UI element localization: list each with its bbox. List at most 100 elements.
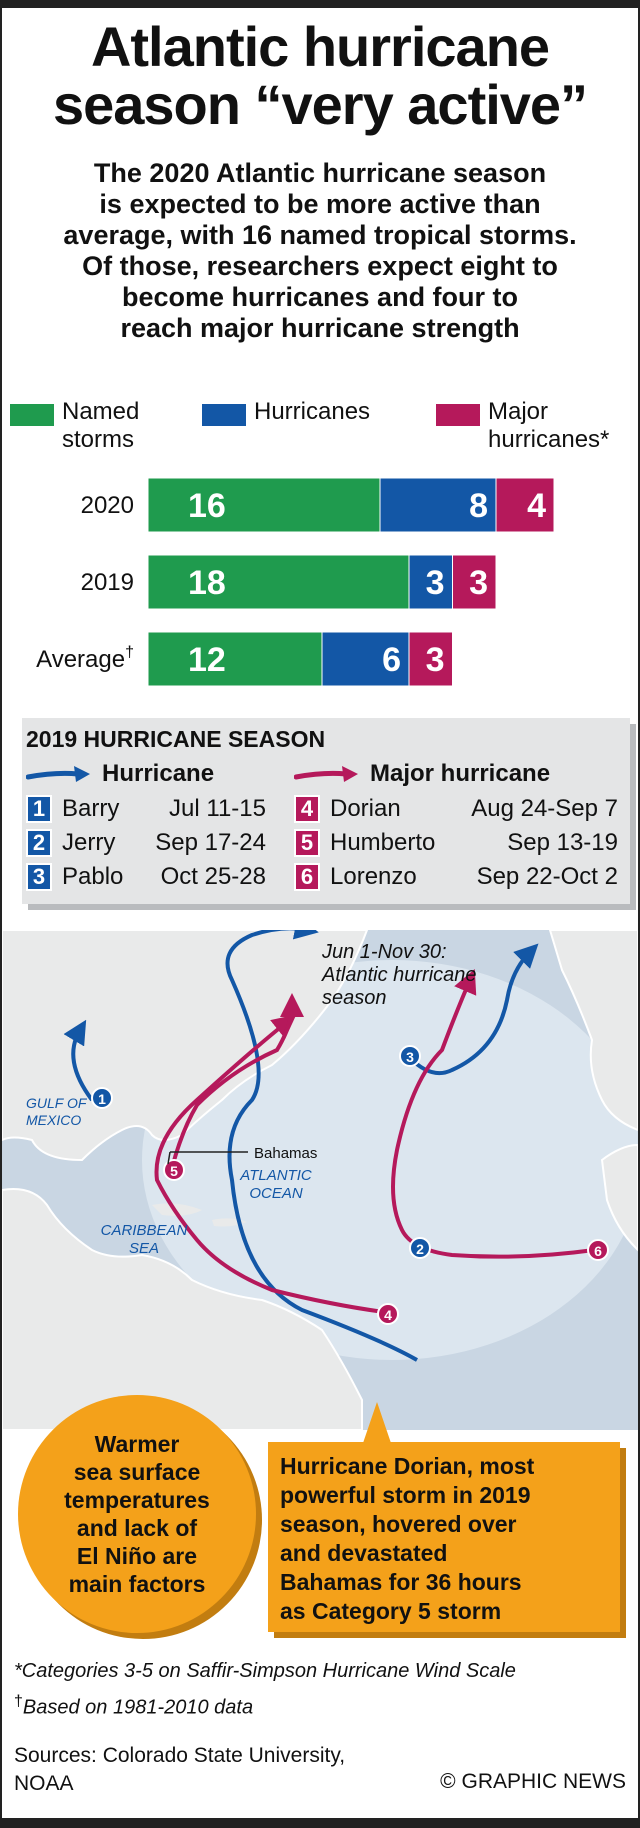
- track-lorenzo: [391, 968, 595, 1259]
- storm-dates: Sep 17-24: [155, 829, 266, 856]
- legend-label-major-hurricanes: Major hurricanes*: [488, 398, 610, 453]
- storm-row-pablo: 3 Pablo Oct 25-28: [26, 862, 266, 892]
- bar-segment: [379, 477, 497, 533]
- legend-swatch-named-storms: [10, 404, 54, 426]
- credit: © GRAPHIC NEWS: [440, 1770, 626, 1793]
- bar-value-label: 3: [426, 564, 445, 602]
- bar-value-label: 6: [382, 641, 401, 679]
- bar-value-label: 12: [188, 641, 226, 679]
- bar-segment: [408, 554, 453, 610]
- storm-name: Lorenzo: [330, 863, 417, 890]
- hurricane-key: Hurricane: [26, 760, 214, 788]
- legend-label-hurricanes: Hurricanes: [254, 398, 371, 425]
- track-jerry: [225, 930, 418, 1362]
- major-hurricane-arrow-icon: [294, 766, 358, 782]
- footnote-categories: *Categories 3-5 on Saffir-Simpson Hurric…: [14, 1660, 516, 1682]
- storm-dates: Sep 13-19: [507, 829, 618, 856]
- major-hurricane-key: Major hurricane: [294, 760, 550, 788]
- dagger-mark: †: [14, 1693, 23, 1710]
- legend-label-named-storms: Named storms: [62, 398, 140, 453]
- dorian-callout: Hurricane Dorian, most powerful storm in…: [268, 1442, 620, 1632]
- storm-dates: Aug 24-Sep 7: [471, 795, 618, 822]
- season-2019-panel: 2019 HURRICANE SEASON Hurricane Major hu…: [22, 718, 630, 904]
- svg-text:3: 3: [406, 1049, 414, 1065]
- season-note: Jun 1-Nov 30: Atlantic hurricane season: [321, 941, 477, 1009]
- page-title: Atlantic hurricane season “very active”: [52, 15, 588, 136]
- storm-number-badge: 4: [294, 795, 320, 823]
- storm-name: Humberto: [330, 829, 436, 856]
- hurricane-arrow-icon: [26, 766, 90, 782]
- europe-landmass: [548, 930, 638, 1132]
- track-dorian: [154, 1014, 385, 1314]
- hurricane-key-label: Hurricane: [102, 760, 215, 787]
- map-marker-1: 1: [91, 1087, 113, 1109]
- storm-number-badge: 1: [26, 795, 52, 823]
- bar-value-label: 8: [469, 487, 488, 525]
- footnote-based-on-text: Based on 1981-2010 data: [22, 1696, 254, 1719]
- map-marker-6: 6: [587, 1239, 609, 1261]
- bar-value-label: 4: [527, 487, 546, 525]
- bar-segment: [321, 631, 410, 687]
- map-marker-2: 2: [409, 1237, 431, 1259]
- category-label: 2020: [81, 492, 134, 519]
- bar-value-label: 18: [188, 564, 226, 602]
- legend-item-hurricanes: Hurricanes: [202, 398, 370, 426]
- page-subtitle: The 2020 Atlantic hurricane season is ex…: [63, 158, 577, 343]
- track-pablo: [408, 943, 539, 1075]
- svg-text:5: 5: [170, 1163, 178, 1179]
- storm-number-badge: 6: [294, 863, 320, 891]
- storm-dates: Jul 11-15: [169, 795, 266, 822]
- category-label: Average†: [36, 644, 134, 673]
- bar-segment: [147, 554, 410, 610]
- storm-row-jerry: 2 Jerry Sep 17-24: [26, 828, 266, 858]
- storm-name: Dorian: [330, 795, 401, 822]
- svg-text:4: 4: [384, 1307, 392, 1323]
- atlantic-storm-track-map: 1 2 3 4 5 6 Bahamas Jun 1-Nov 30: Atlanti…: [2, 930, 638, 1430]
- legend-item-named-storms: Named storms: [10, 398, 139, 454]
- season-2019-title: 2019 HURRICANE SEASON: [26, 726, 326, 752]
- bar-value-label: 3: [469, 564, 488, 602]
- storm-row-lorenzo: 6 Lorenzo Sep 22-Oct 2: [294, 862, 618, 892]
- map-marker-4: 4: [377, 1303, 399, 1325]
- gulf-of-mexico-label: GULF OF MEXICO: [26, 1095, 88, 1128]
- legend-item-major-hurricanes: Major hurricanes*: [436, 398, 609, 454]
- storm-number-badge: 3: [26, 863, 52, 891]
- africa-landmass: [600, 1143, 638, 1252]
- storm-row-humberto: 5 Humberto Sep 13-19: [294, 828, 618, 858]
- bottom-rule: [0, 1818, 640, 1828]
- map-marker-3: 3: [399, 1045, 421, 1067]
- cuba-island: [152, 1203, 202, 1216]
- storm-row-dorian: 4 Dorian Aug 24-Sep 7: [294, 794, 618, 824]
- major-hurricane-key-label: Major hurricane: [370, 760, 551, 787]
- track-humberto: [170, 993, 304, 1169]
- storm-name: Jerry: [62, 829, 116, 856]
- sources: Sources: Colorado State University, NOAA: [14, 1744, 346, 1795]
- bar-segment: [408, 631, 453, 687]
- storm-dates: Sep 22-Oct 2: [476, 863, 618, 890]
- callout-pointer: [362, 1402, 392, 1446]
- bar-segment: [147, 477, 381, 533]
- top-rule: [0, 0, 640, 8]
- central-south-america-landmass: [2, 1188, 363, 1430]
- storm-name: Barry: [62, 795, 120, 822]
- bar-segment: [147, 631, 323, 687]
- bar-value-label: 3: [426, 641, 445, 679]
- legend-swatch-hurricanes: [202, 404, 246, 426]
- storm-number-badge: 2: [26, 829, 52, 857]
- storm-number-badge: 5: [294, 829, 320, 857]
- atlantic-ocean-label: ATLANTIC OCEAN: [239, 1167, 312, 1202]
- bar-value-label: 16: [188, 487, 226, 525]
- bar-segment: [495, 477, 555, 533]
- bar-segment: [452, 554, 497, 610]
- storm-name: Pablo: [62, 863, 124, 890]
- storm-dates: Oct 25-28: [160, 863, 266, 890]
- factors-callout: Warmer sea surface temperatures and lack…: [18, 1395, 256, 1633]
- legend-swatch-major-hurricanes: [436, 404, 480, 426]
- caribbean-sea-label: CARIBBEAN SEA: [101, 1222, 188, 1257]
- track-barry: [63, 1019, 94, 1102]
- bahamas-label: Bahamas: [254, 1145, 317, 1162]
- category-label: 2019: [81, 569, 134, 596]
- footnote-based-on: †Based on 1981-2010 data: [14, 1693, 253, 1720]
